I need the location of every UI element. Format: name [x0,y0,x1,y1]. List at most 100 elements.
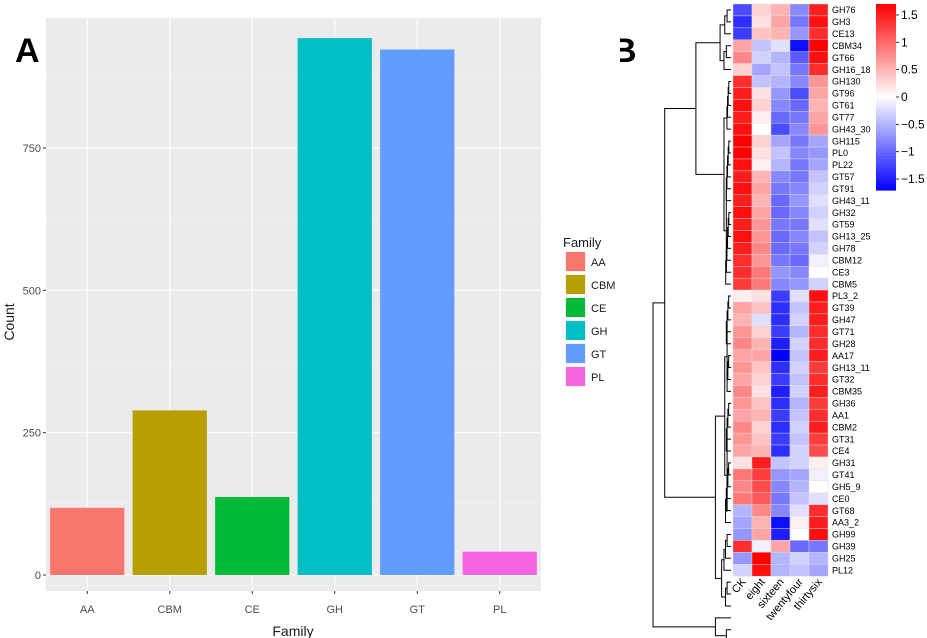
row-label: CBM34 [832,41,862,51]
heatmap-cell [732,15,753,29]
heatmap-cell [770,504,791,517]
heatmap-cell [732,39,753,52]
x-tick-label: AA [80,604,95,616]
colorbar-segment [876,44,896,48]
row-label: GT96 [832,89,855,99]
colorbar-segment [876,16,896,21]
heatmap-cell [789,75,810,88]
dendrogram-branch [727,146,731,166]
heatmap-cell [808,337,829,350]
heatmap-cell [751,313,772,327]
dendrogram-branch [728,295,731,309]
colorbar-segment [876,31,896,36]
heatmap-cell [770,158,791,172]
colorbar-tick-label: −1 [901,145,915,159]
heatmap-cell [770,170,791,184]
colorbar-segment [876,13,896,17]
colorbar-segment [876,69,896,73]
heatmap-cell [732,564,753,577]
heatmap-cell [732,528,753,541]
row-label: GH99 [832,530,856,540]
dendrogram-branch [725,45,731,59]
heatmap-cell [789,385,810,398]
heatmap-cell [789,289,810,303]
heatmap-cell [789,146,810,160]
dendrogram-branch [726,9,731,23]
colorbar-segment [876,22,896,27]
dendrogram-branch [723,548,731,571]
heatmap-cell [770,516,791,529]
heatmap-cell [808,230,829,243]
heatmap-cell [751,516,772,529]
bar-ce [215,497,290,575]
row-label: PL3_2 [832,291,858,301]
heatmap-cell [770,492,791,505]
heatmap-cell [789,409,810,422]
colorbar-segment [876,47,896,52]
heatmap-cell [732,218,753,231]
heatmap-cell [808,170,829,184]
heatmap-cell [732,468,753,482]
dendrogram-branch [719,24,725,62]
y-axis-title: Count [1,303,17,340]
row-label: CE3 [832,267,850,277]
row-label: GT32 [832,375,855,385]
dendrogram-branch [727,218,731,237]
colorbar-tick-label: 0 [901,90,908,104]
panel-label-a: A [15,32,40,70]
heatmap-cell [751,230,772,243]
colorbar-segment [876,121,896,126]
dendrogram-branch [727,86,731,106]
heatmap-cell [770,134,791,148]
colorbar-segment [876,177,896,182]
colorbar-segment [876,159,896,163]
colorbar-segment [876,128,896,132]
row-label: CBM5 [832,279,857,289]
colorbar-segment [876,25,896,30]
heatmap-cell [808,528,829,541]
colorbar-segment [876,106,896,110]
colorbar-segment [876,28,896,33]
heatmap-cell [732,444,753,458]
colorbar-segment [876,81,896,86]
legend-swatch-ce [566,298,585,317]
color-scale-legend: 1.5 1 0.5 0 −0.5 −1 −1.5 [876,4,925,191]
heatmap-cell [808,254,829,267]
legend-label: GH [591,326,608,338]
heatmap-cell [808,349,829,362]
heatmap-cell [808,313,829,327]
row-label: GT68 [832,506,855,516]
heatmap-cell [789,134,810,148]
heatmap-cell [808,397,829,410]
heatmap-cell [751,397,772,410]
heatmap-cell [808,504,829,517]
x-axis-title: Family [272,623,313,638]
colorbar-segment [876,186,896,191]
row-labels: GH76 GH3 CE13 CBM34 GT66 GH16_18 GH130 GT96 GT61… [832,5,871,575]
row-label: GH13_11 [832,363,870,373]
heatmap-cell [808,218,829,231]
heatmap-cell [808,146,829,160]
heatmap-cell [789,51,810,64]
row-label: GH28 [832,339,856,349]
heatmap-cell [732,349,753,362]
heatmap-cell [732,373,753,386]
heatmap-cell [751,122,772,136]
legend-label: AA [591,257,606,269]
dendrogram-branch [652,302,716,628]
heatmap-cell [808,99,829,112]
colorbar-segment [876,115,896,120]
colorbar-segment [876,174,896,179]
heatmap-cell [732,480,753,493]
heatmap-cell [770,432,791,446]
dendrogram-branch [695,42,724,175]
heatmap-cell [789,182,810,195]
y-axis-ticks: 0 250 500 750 [23,143,46,582]
y-tick-label: 250 [23,428,41,440]
heatmap-cell [789,99,810,112]
heatmap-cell [789,39,810,52]
heatmap-cell [789,421,810,434]
legend-label: GT [591,349,607,361]
heatmap-cell [770,540,791,553]
colorbar-segment [876,103,896,107]
